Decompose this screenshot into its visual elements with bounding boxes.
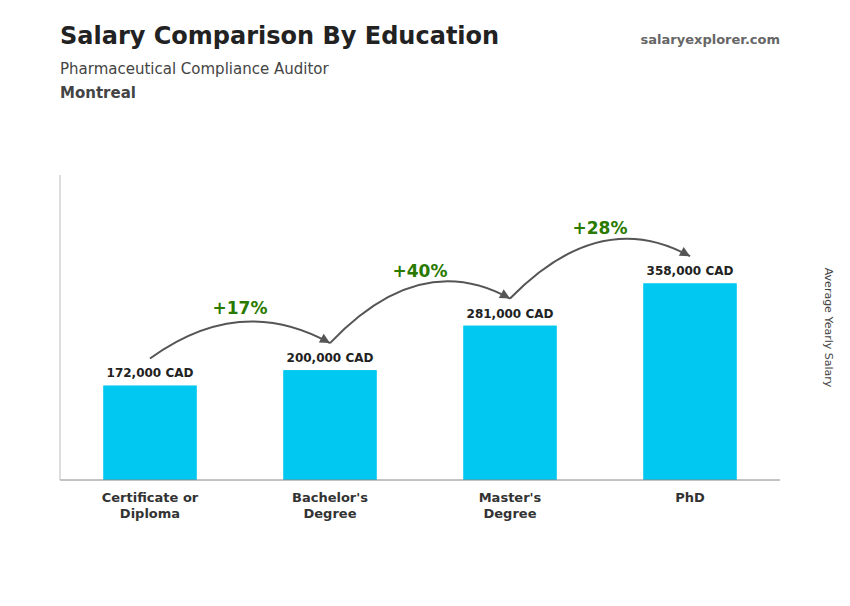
- x-tick-label-line: Diploma: [120, 506, 180, 521]
- watermark: salaryexplorer.com: [641, 32, 780, 47]
- annotation: +28%: [573, 218, 628, 238]
- bars: [103, 283, 737, 480]
- x-tick-label-line: Degree: [484, 506, 537, 521]
- x-tick-label: Bachelor'sDegree: [292, 490, 368, 521]
- x-tick-label-line: Degree: [304, 506, 357, 521]
- subtitle: Pharmaceutical Compliance Auditor: [60, 60, 329, 78]
- x-axis: [60, 480, 780, 481]
- bar: [463, 326, 557, 480]
- watermark-part: salary: [641, 32, 686, 47]
- bar: [103, 385, 197, 480]
- bar: [283, 370, 377, 480]
- y-axis-label: Average Yearly Salary: [822, 268, 835, 388]
- title: Salary Comparison By Education: [60, 22, 499, 50]
- change-arrowhead: [679, 247, 690, 256]
- change-arc: [330, 281, 510, 343]
- chart: Salary Comparison By Education Pharmaceut…: [0, 0, 850, 606]
- x-tick-label-line: Certificate or: [102, 490, 199, 505]
- watermark-part: .com: [745, 32, 780, 47]
- data-label: 281,000 CAD: [467, 307, 554, 321]
- bar: [643, 283, 737, 480]
- x-tick-label: Certificate orDiploma: [102, 490, 199, 521]
- x-tick-label-line: Bachelor's: [292, 490, 368, 505]
- y-axis: [60, 175, 61, 480]
- annotation: +17%: [213, 298, 268, 318]
- x-tick-label-line: Master's: [479, 490, 542, 505]
- x-tick-label-line: PhD: [675, 490, 705, 505]
- annotation: +40%: [393, 261, 448, 281]
- change-arc: [150, 321, 330, 358]
- watermark-part: explorer: [685, 32, 747, 47]
- change-arc: [510, 239, 690, 299]
- data-label: 200,000 CAD: [287, 351, 374, 365]
- data-label: 172,000 CAD: [107, 366, 194, 380]
- city: Montreal: [60, 84, 136, 102]
- x-tick-label: Master'sDegree: [479, 490, 542, 521]
- data-label: 358,000 CAD: [647, 264, 734, 278]
- change-arrowhead: [499, 289, 510, 298]
- x-tick-label: PhD: [675, 490, 705, 505]
- change-arrowhead: [319, 334, 330, 343]
